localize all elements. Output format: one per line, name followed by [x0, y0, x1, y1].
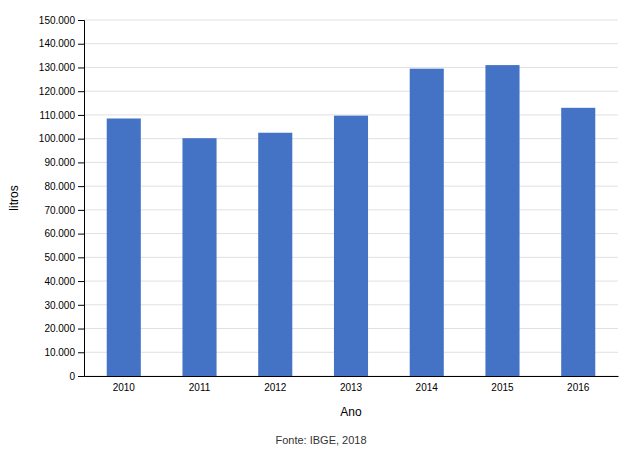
tick: 130.000 — [39, 62, 84, 73]
tick-label: 50.000 — [44, 252, 75, 263]
tick: 2014 — [416, 382, 439, 393]
grid-line — [84, 91, 618, 92]
tick: 2010 — [113, 382, 136, 393]
tick: 90.000 — [44, 157, 84, 168]
tick-mark — [78, 139, 84, 140]
chart: 0 10.000 20.000 30.000 40.000 50.000 60.000 70.… — [0, 0, 642, 454]
tick-label: 120.000 — [39, 86, 76, 97]
axis-domain — [78, 21, 85, 377]
grid-line — [84, 20, 618, 21]
bars — [107, 65, 596, 376]
tick: 120.000 — [39, 86, 84, 97]
tick-label: 100.000 — [39, 133, 76, 144]
tick-label: 10.000 — [44, 347, 75, 358]
bar — [561, 108, 595, 376]
tick-mark — [78, 305, 84, 306]
tick-label: 80.000 — [44, 181, 75, 192]
bar — [182, 138, 216, 376]
grid — [84, 20, 618, 376]
y-axis: 0 10.000 20.000 30.000 40.000 50.000 60.000 70.… — [39, 15, 85, 382]
bar — [410, 69, 444, 376]
tick-label: 0 — [69, 371, 75, 382]
bar — [107, 118, 141, 376]
tick-mark — [78, 352, 84, 353]
tick-label: 2013 — [340, 382, 363, 393]
tick-mark — [78, 329, 84, 330]
tick-label: 70.000 — [44, 205, 75, 216]
tick-label: 140.000 — [39, 38, 76, 49]
tick: 0 — [69, 371, 84, 382]
tick: 2016 — [567, 382, 590, 393]
tick-label: 20.000 — [44, 323, 75, 334]
grid-line — [84, 67, 618, 68]
tick: 110.000 — [40, 110, 84, 121]
tick: 70.000 — [44, 205, 84, 216]
axis-domain — [85, 376, 619, 377]
tick: 20.000 — [44, 323, 84, 334]
tick-mark — [78, 186, 84, 187]
tick-label: 2012 — [264, 382, 287, 393]
tick-mark — [78, 20, 84, 21]
tick-label: 60.000 — [44, 228, 75, 239]
tick-mark — [78, 44, 84, 45]
tick-mark — [78, 234, 84, 235]
bar — [334, 116, 368, 376]
tick: 40.000 — [44, 276, 84, 287]
tick-mark — [78, 91, 84, 92]
annotation: Fonte: IBGE, 2018 — [275, 434, 366, 446]
plot: 0 10.000 20.000 30.000 40.000 50.000 60.000 70.… — [39, 15, 619, 393]
tick-mark — [78, 162, 84, 163]
tick-label: 2011 — [189, 382, 211, 393]
tick-label: 2015 — [491, 382, 514, 393]
tick-mark — [78, 281, 84, 282]
tick-mark — [78, 210, 84, 211]
tick-label: 110.000 — [40, 110, 76, 121]
bar — [258, 133, 292, 376]
x-axis-label: Ano — [340, 405, 362, 419]
tick: 60.000 — [44, 228, 84, 239]
tick-mark — [78, 67, 84, 68]
tick: 30.000 — [44, 300, 84, 311]
bar — [485, 65, 519, 376]
tick: 100.000 — [39, 133, 84, 144]
tick-label: 2010 — [113, 382, 136, 393]
tick-label: 2014 — [416, 382, 439, 393]
tick: 2015 — [491, 382, 514, 393]
tick: 10.000 — [44, 347, 84, 358]
tick: 80.000 — [44, 181, 84, 192]
y-axis-label: litros — [7, 185, 21, 210]
tick-mark — [78, 376, 84, 377]
tick: 2012 — [264, 382, 287, 393]
tick-label: 2016 — [567, 382, 590, 393]
tick: 140.000 — [39, 38, 84, 49]
tick-label: 90.000 — [44, 157, 75, 168]
tick-label: 40.000 — [44, 276, 75, 287]
tick-label: 30.000 — [44, 300, 75, 311]
tick-mark — [78, 115, 84, 116]
tick-mark — [78, 257, 84, 258]
tick-label: 150.000 — [39, 15, 76, 26]
tick: 50.000 — [44, 252, 84, 263]
tick: 2013 — [340, 382, 363, 393]
tick: 150.000 — [39, 15, 84, 26]
tick: 2011 — [189, 382, 211, 393]
tick-label: 130.000 — [39, 62, 76, 73]
x-axis: 2010 2011 2012 2013 2014 2015 2016 — [85, 377, 619, 394]
grid-line — [84, 43, 618, 44]
grid-line — [84, 114, 618, 115]
